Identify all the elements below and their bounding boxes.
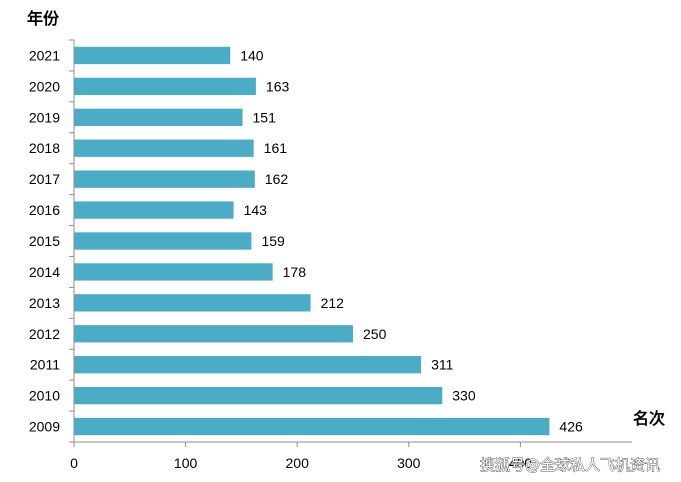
y-tick-label-2020: 2020 (29, 78, 60, 94)
bar-2013 (74, 294, 311, 312)
y-tick-label-2016: 2016 (29, 202, 60, 218)
data-label-2014: 178 (283, 264, 307, 280)
data-label-2018: 161 (264, 140, 288, 156)
y-tick-label-2013: 2013 (29, 295, 60, 311)
y-tick-labels-group: 2021 2020 2019 2018 2017 2016 2015 2014 2013 2012… (29, 47, 60, 434)
x-tick-label-300: 300 (397, 455, 421, 471)
data-label-2021: 140 (240, 47, 264, 63)
data-label-2016: 143 (244, 202, 268, 218)
x-tick-labels-group: 0 100 200 300 400 (70, 455, 532, 471)
bar-2020 (74, 77, 256, 96)
y-axis-title: 年份 (27, 9, 60, 28)
data-label-2017: 162 (265, 171, 289, 187)
y-tick-label-2019: 2019 (29, 109, 60, 125)
bar-2021 (74, 46, 231, 65)
data-label-2019: 151 (253, 109, 277, 125)
bar-2012 (74, 325, 353, 343)
y-tick-label-2017: 2017 (29, 171, 60, 187)
y-tick-label-2021: 2021 (29, 47, 60, 63)
data-label-2009: 426 (559, 419, 583, 435)
bar-2014 (74, 263, 273, 281)
bar-2015 (74, 232, 252, 250)
x-axis-title: 名次 (633, 409, 665, 428)
bar-2011 (74, 356, 422, 374)
bar-2018 (74, 139, 254, 157)
bar-2017 (74, 170, 255, 188)
bar-2019 (74, 108, 243, 126)
data-label-2011: 311 (431, 357, 454, 373)
bar-2010 (74, 386, 443, 405)
y-tick-label-2014: 2014 (29, 264, 60, 280)
x-tick-label-0: 0 (70, 455, 78, 471)
y-tick-label-2011: 2011 (30, 357, 60, 373)
y-tick-label-2018: 2018 (29, 140, 60, 156)
y-tick-label-2009: 2009 (29, 419, 60, 435)
y-tick-label-2015: 2015 (29, 233, 60, 249)
data-label-2013: 212 (321, 295, 345, 311)
data-label-2010: 330 (452, 388, 476, 404)
watermark-text: 搜狐号@全球私人飞机资讯 (480, 456, 660, 474)
x-tick-label-100: 100 (174, 455, 198, 471)
data-label-2020: 163 (266, 78, 290, 94)
bar-2009 (74, 417, 550, 436)
y-tick-label-2012: 2012 (29, 326, 60, 342)
data-label-2015: 159 (261, 233, 285, 249)
bars-group (74, 46, 550, 436)
bar-2016 (74, 201, 234, 219)
data-label-2012: 250 (363, 326, 387, 342)
y-tick-label-2010: 2010 (29, 388, 60, 404)
x-tick-label-400: 400 (509, 455, 533, 471)
axes-group (69, 39, 632, 447)
x-tick-label-200: 200 (286, 455, 310, 471)
